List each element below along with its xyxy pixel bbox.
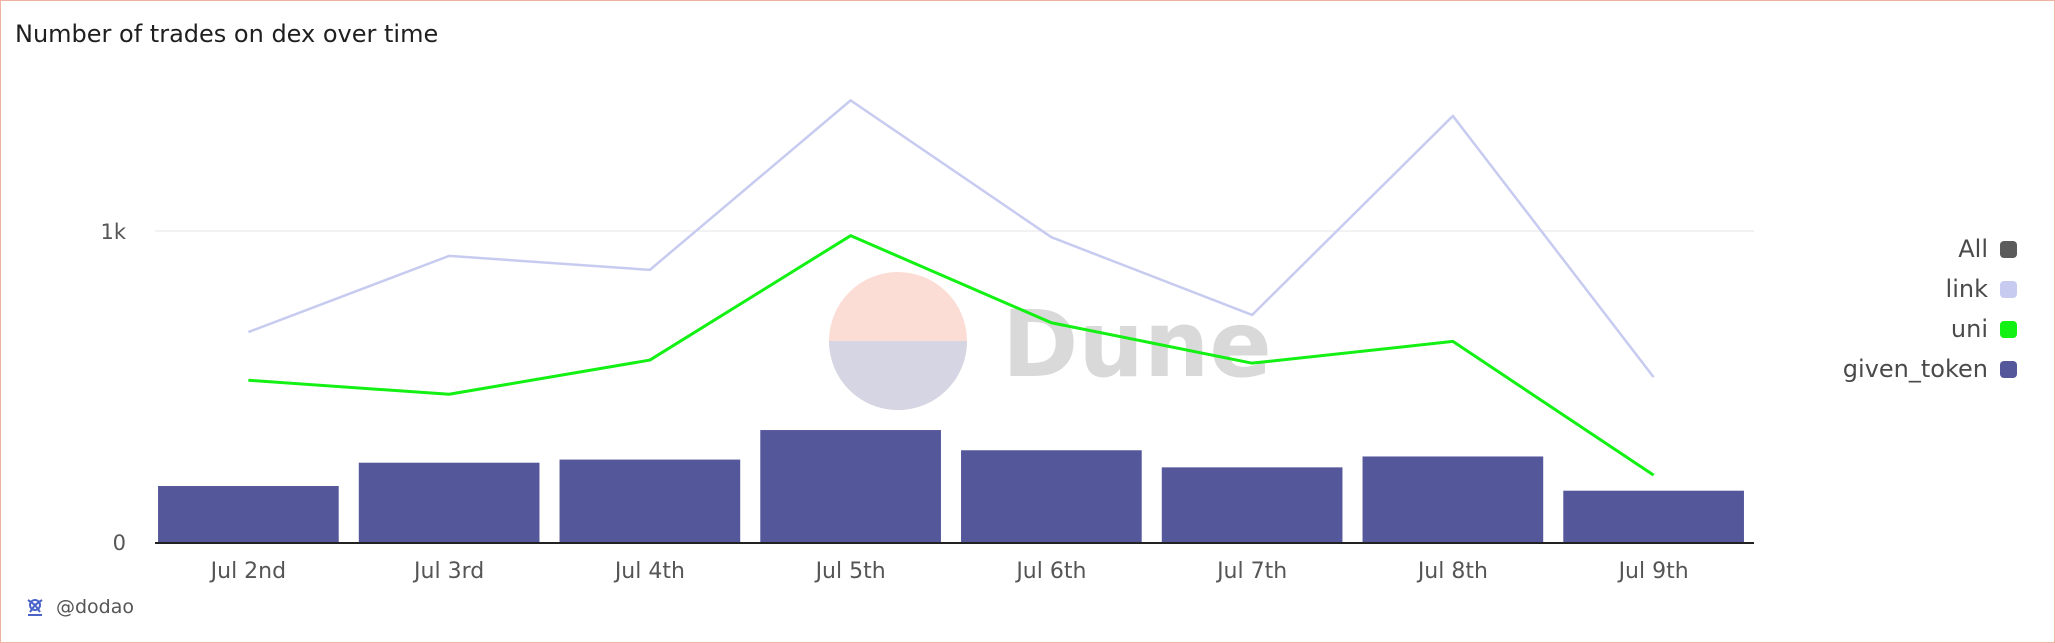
- credit-text: @dodao: [56, 596, 135, 618]
- x-tick-label: Jul 7th: [1215, 559, 1287, 584]
- legend-label: uni: [1950, 315, 1988, 343]
- x-tick-label: Jul 6th: [1014, 559, 1086, 584]
- legend-item-given_token[interactable]: given_token: [1842, 355, 2017, 383]
- legend-label: link: [1945, 275, 1988, 303]
- legend-swatch: [2000, 240, 2017, 258]
- legend-swatch: [2000, 360, 2017, 378]
- x-tick-label: Jul 4th: [613, 559, 685, 584]
- x-tick-label: Jul 3rd: [412, 559, 484, 584]
- y-tick-label: 1k: [100, 220, 126, 244]
- bar-given_token[interactable]: [1362, 456, 1544, 542]
- legend-item-All[interactable]: All: [1958, 235, 2017, 263]
- legend-label: All: [1958, 235, 1988, 263]
- bar-given_token[interactable]: [760, 430, 941, 542]
- legend-swatch: [2000, 320, 2017, 338]
- legend-label: given_token: [1842, 355, 1988, 383]
- x-tick-label: Jul 5th: [814, 559, 886, 584]
- legend-item-uni[interactable]: uni: [1950, 315, 2017, 343]
- legend-swatch: [2000, 280, 2017, 298]
- chart-legend: All link uni given_token: [1842, 235, 2017, 383]
- bar-given_token[interactable]: [158, 486, 339, 542]
- bar-given_token[interactable]: [1563, 490, 1744, 542]
- x-tick-label: Jul 8th: [1416, 559, 1488, 584]
- bar-given_token[interactable]: [961, 450, 1142, 542]
- line-series-uni[interactable]: [248, 234, 1655, 477]
- x-tick-label: Jul 9th: [1617, 559, 1689, 584]
- legend-item-link[interactable]: link: [1945, 275, 2017, 303]
- line-series-link[interactable]: [247, 99, 1655, 378]
- chart-title: Number of trades on dex over time: [15, 20, 439, 48]
- bar-given_token[interactable]: [1161, 467, 1343, 542]
- author-credit: @dodao: [24, 596, 134, 618]
- dune-watermark: Dune: [829, 272, 1272, 411]
- watermark-text: Dune: [1002, 291, 1272, 398]
- bar-given_token[interactable]: [559, 459, 741, 542]
- bar-given_token[interactable]: [358, 462, 540, 542]
- dodao-logo-icon: [27, 599, 43, 616]
- x-tick-label: Jul 2nd: [209, 559, 286, 584]
- y-tick-label: 0: [113, 531, 126, 555]
